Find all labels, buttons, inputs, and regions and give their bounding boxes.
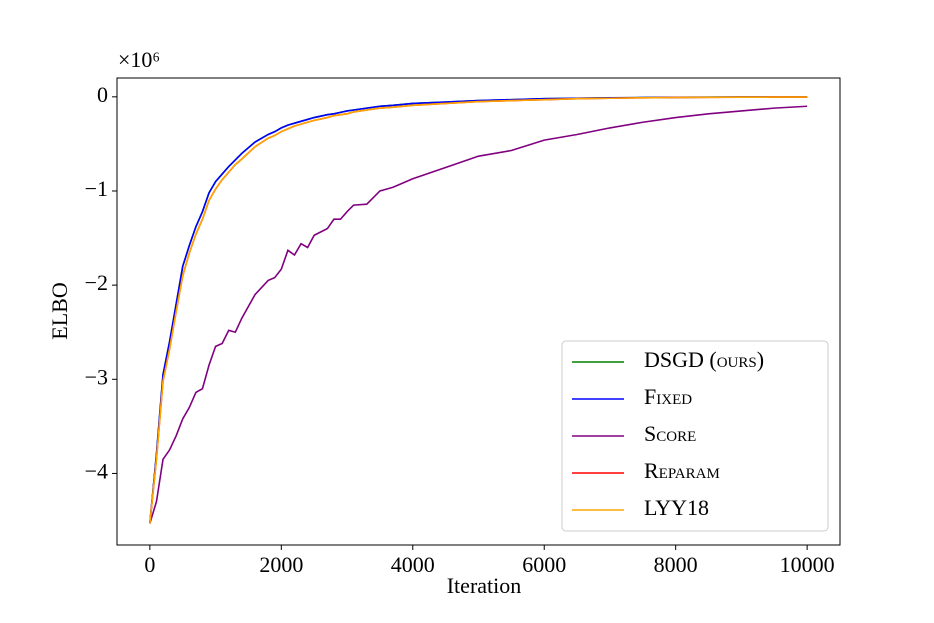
series-line (149, 96, 808, 524)
legend-label: Fixed (644, 384, 692, 409)
legend-label: Reparam (644, 458, 720, 483)
x-tick-label: 4000 (391, 552, 435, 577)
y-tick-label: −4 (85, 458, 108, 483)
y-axis-label: ELBO (47, 282, 72, 339)
y-tick-label: −1 (85, 176, 108, 201)
x-tick-label: 2000 (259, 552, 303, 577)
x-tick-label: 6000 (522, 552, 566, 577)
x-tick-label: 10000 (780, 552, 835, 577)
legend-box (561, 340, 829, 532)
plot-frame (116, 77, 841, 546)
series-line (149, 105, 808, 524)
x-tick-label: 8000 (654, 552, 698, 577)
legend-label: DSGD (ours) (644, 347, 764, 372)
x-tick-label: 0 (144, 552, 155, 577)
y-tick-label: 0 (97, 82, 108, 107)
y-tick-label: −3 (85, 364, 108, 389)
legend-label: LYY18 (644, 495, 709, 520)
y-tick-label: −2 (85, 270, 108, 295)
x-axis-label: Iteration (447, 573, 522, 598)
legend-label: Score (644, 421, 696, 446)
y-offset-label: ×10⁶ (118, 47, 160, 72)
